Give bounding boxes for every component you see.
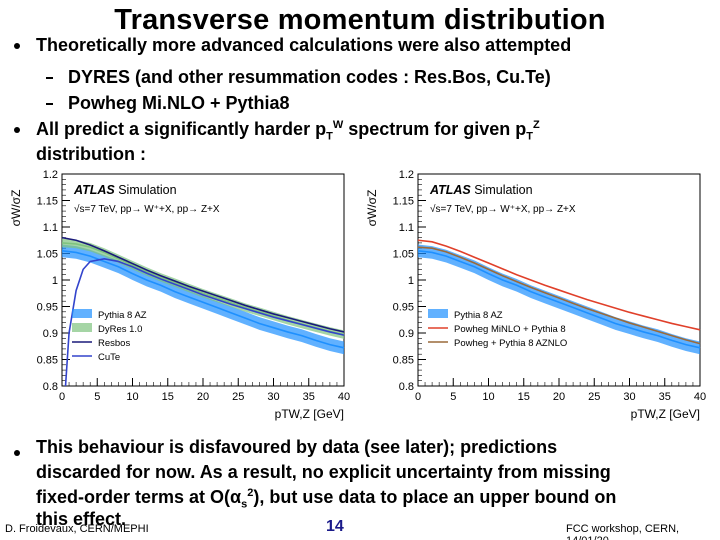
legend-label: Pythia 8 AZ [454, 310, 503, 321]
bullet-dot [14, 127, 20, 133]
series-band [418, 244, 700, 355]
y-tick-label: 1.2 [43, 169, 58, 181]
footer-page-number: 14 [326, 518, 344, 535]
series-band [62, 244, 344, 355]
y-axis-label: σW/σZ [9, 190, 23, 227]
bullet-3-line-2: discarded for now. As a result, no expli… [36, 462, 611, 482]
x-tick-label: 0 [415, 391, 421, 403]
slide-title-text: Transverse momentum distribution [114, 4, 606, 36]
x-tick-label: 10 [126, 391, 138, 403]
y-tick-label: 0.8 [399, 381, 414, 393]
y-tick-label: 1.2 [399, 169, 414, 181]
bullet-1: Theoretically more advanced calculations… [36, 34, 571, 56]
x-tick-label: 20 [197, 391, 209, 403]
bullet-3-line-3: fixed-order terms at O(αs2), but use dat… [36, 487, 617, 511]
x-tick-label: 40 [694, 391, 706, 403]
chart-atlas-header: ATLAS Simulation [429, 183, 533, 197]
x-axis-label: pTW,Z [GeV] [631, 407, 700, 421]
x-tick-label: 15 [518, 391, 530, 403]
x-tick-label: 30 [623, 391, 635, 403]
legend-swatch [72, 323, 92, 332]
bullet-1-text: Theoretically more advanced calculations… [36, 35, 572, 55]
chart-atlas-header: ATLAS Simulation [73, 183, 177, 197]
y-tick-label: 0.85 [37, 355, 58, 367]
chart-left: 0.8 0.85 0.9 0.95 1 1.05 1.1 1.15 1.2 0 5 10 15 20 25 3… [9, 169, 350, 421]
x-tick-label: 25 [232, 391, 244, 403]
x-tick-label: 40 [338, 391, 350, 403]
chart-process-label: √s=7 TeV, pp→ W⁺+X, pp→ Z+X [74, 203, 220, 215]
x-tick-label: 0 [59, 391, 65, 403]
y-tick-label: 0.95 [37, 302, 58, 314]
x-tick-label: 35 [659, 391, 671, 403]
y-tick-label: 0.9 [43, 328, 58, 340]
sub-bullet-1: DYRES (and other resummation codes : Res… [68, 66, 551, 88]
sub-bullet-1-text: DYRES (and other resummation codes : Res… [68, 67, 551, 87]
legend-swatch [72, 309, 92, 318]
legend-label: CuTe [98, 352, 120, 363]
y-tick-label: 0.85 [393, 355, 414, 367]
bullet-dot [14, 450, 20, 456]
y-tick-label: 0.9 [399, 328, 414, 340]
legend-label: DyRes 1.0 [98, 324, 142, 335]
y-tick-label: 1.15 [37, 196, 58, 208]
y-tick-label: 1.1 [43, 222, 58, 234]
x-tick-label: 10 [482, 391, 494, 403]
plot-frame [61, 173, 345, 387]
bullet-2-cont: distribution : [36, 144, 146, 164]
y-tick-label: 1.1 [399, 222, 414, 234]
y-tick-label: 0.95 [393, 302, 414, 314]
plot-frame [417, 173, 701, 387]
legend-label: Powheg MiNLO + Pythia 8 [454, 324, 566, 335]
chart-process-label: √s=7 TeV, pp→ W⁺+X, pp→ Z+X [430, 203, 576, 215]
y-tick-label: 0.8 [43, 381, 58, 393]
series-line [417, 250, 701, 349]
x-tick-label: 5 [450, 391, 456, 403]
legend-swatch [428, 309, 448, 318]
sub-bullet-2: Powheg Mi.NLO + Pythia8 [68, 92, 290, 114]
y-axis-label: σW/σZ [365, 190, 379, 227]
y-tick-label: 1.15 [393, 196, 414, 208]
bullet-3-line-4: this effect. [36, 509, 127, 529]
sub-bullet-2-text: Powheg Mi.NLO + Pythia8 [68, 93, 290, 113]
footer-author: D. Froidevaux, CERN/MEPHI [5, 523, 149, 535]
series-line [61, 250, 345, 349]
bullet-3-line-1: This behaviour is disfavoured by data (s… [36, 437, 558, 457]
legend-label: Pythia 8 AZ [98, 310, 147, 321]
y-tick-label: 1.05 [393, 249, 414, 261]
series-line [61, 236, 345, 333]
footer-event: FCC workshop, CERN, 14/01/20 [566, 523, 680, 540]
x-tick-label: 25 [588, 391, 600, 403]
bullet-dot [14, 43, 20, 49]
x-tick-label: 20 [553, 391, 565, 403]
bullet-2: All predict a significantly harder pTW s… [36, 119, 540, 143]
x-tick-label: 15 [162, 391, 174, 403]
sub-bullet-dash [46, 77, 53, 79]
x-tick-label: 35 [303, 391, 315, 403]
slide-title: Transverse momentum distribution [0, 4, 720, 37]
legend-label: Resbos [98, 338, 130, 349]
series-line [417, 239, 701, 331]
series-line [417, 246, 701, 345]
x-axis-label: pTW,Z [GeV] [275, 407, 344, 421]
series-line [64, 257, 345, 387]
chart-right: 0.8 0.85 0.9 0.95 1 1.05 1.1 1.15 1.2 0 5 10 15 20 25 3… [365, 169, 706, 421]
x-tick-label: 30 [267, 391, 279, 403]
legend-label: Powheg + Pythia 8 AZNLO [454, 338, 567, 349]
sub-bullet-dash [46, 103, 53, 105]
y-tick-label: 1 [408, 275, 414, 287]
y-tick-label: 1.05 [37, 249, 58, 261]
x-tick-label: 5 [94, 391, 100, 403]
y-tick-label: 1 [52, 275, 58, 287]
